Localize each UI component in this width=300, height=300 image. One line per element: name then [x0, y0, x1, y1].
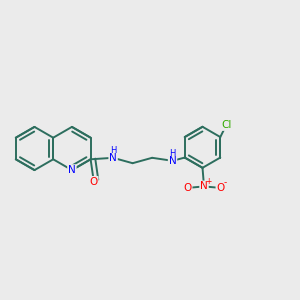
Text: Cl: Cl	[221, 120, 232, 130]
Text: O: O	[216, 183, 225, 193]
Text: +: +	[205, 177, 211, 186]
Text: H: H	[110, 146, 116, 155]
Text: O: O	[183, 183, 192, 193]
Text: H: H	[169, 149, 176, 158]
Text: N: N	[169, 156, 176, 166]
Text: N: N	[68, 165, 76, 175]
Text: N: N	[109, 153, 117, 163]
Text: N: N	[200, 182, 208, 191]
Text: -: -	[224, 178, 227, 188]
Text: O: O	[89, 177, 98, 187]
